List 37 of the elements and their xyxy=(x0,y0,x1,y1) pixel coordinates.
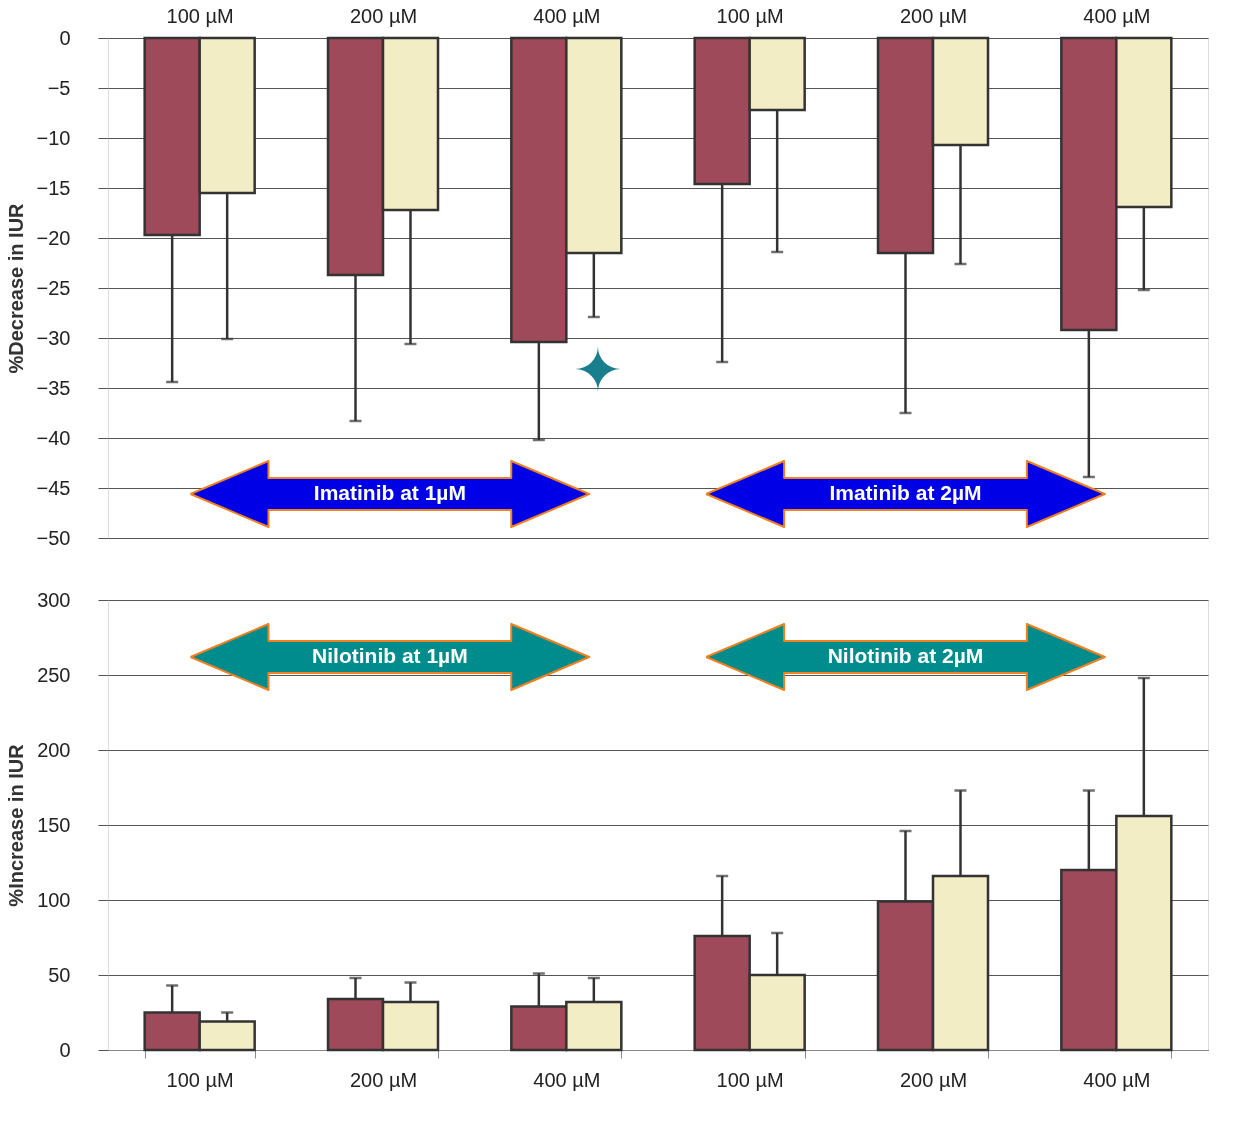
y-tick-label: −35 xyxy=(36,376,71,399)
y-tick-label: 150 xyxy=(37,813,71,836)
x-tick-label: 200 µM xyxy=(349,1068,418,1091)
x-tick-label: 200 µM xyxy=(899,4,968,27)
x-tick-label: 100 µM xyxy=(716,1068,784,1091)
y-tick-label: −50 xyxy=(36,526,71,549)
y-tick-label: −45 xyxy=(36,476,71,499)
x-tick-label: 400 µM xyxy=(533,4,601,27)
annotation: Imatinib at 1µM xyxy=(313,481,466,504)
y-tick-label: −25 xyxy=(36,276,71,299)
y-tick-label: 250 xyxy=(37,663,71,686)
y-tick-label: 100 xyxy=(37,888,71,911)
x-tick-label: 100 µM xyxy=(716,4,784,27)
y-tick-label: 200 xyxy=(37,738,71,761)
y-tick-label: 0 xyxy=(59,1038,71,1061)
annotation: ✦ xyxy=(572,335,623,405)
x-tick-label: 200 µM xyxy=(349,4,418,27)
x-tick-label: 100 µM xyxy=(166,4,234,27)
y-tick-label: −15 xyxy=(36,176,71,199)
x-tick-label: 100 µM xyxy=(166,1068,234,1091)
y-tick-label: 0 xyxy=(59,26,71,49)
x-tick-label: 400 µM xyxy=(533,1068,601,1091)
y-axis-title: %Decrease in IUR xyxy=(4,202,27,374)
x-tick-label: 200 µM xyxy=(899,1068,968,1091)
x-tick-label: 400 µM xyxy=(1083,1068,1151,1091)
annotation: Nilotinib at 1µM xyxy=(312,644,468,667)
annotation: Imatinib at 2µM xyxy=(829,481,982,504)
x-tick-label: 400 µM xyxy=(1083,4,1151,27)
y-tick-label: −40 xyxy=(36,426,71,449)
y-tick-label: −20 xyxy=(36,226,71,249)
annotation: Nilotinib at 2µM xyxy=(827,644,984,667)
y-tick-label: 300 xyxy=(37,588,71,611)
y-tick-label: −5 xyxy=(47,76,71,99)
y-axis-title: %Increase in IUR xyxy=(5,743,28,907)
y-tick-label: −30 xyxy=(36,326,71,349)
y-tick-label: 50 xyxy=(48,963,71,986)
y-tick-label: −10 xyxy=(36,126,71,149)
